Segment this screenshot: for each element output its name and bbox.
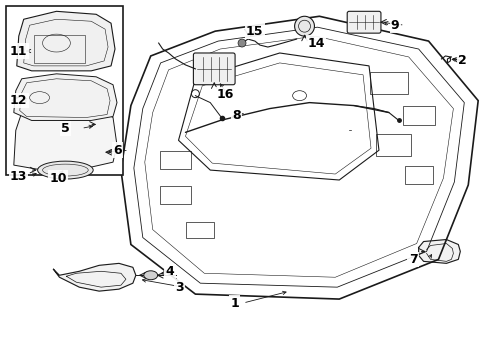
Text: 6: 6 bbox=[113, 144, 122, 157]
Text: 1: 1 bbox=[230, 297, 239, 310]
Polygon shape bbox=[53, 264, 136, 291]
Polygon shape bbox=[93, 118, 109, 135]
Polygon shape bbox=[14, 105, 117, 169]
Bar bbox=[6, 6, 123, 175]
Text: 12: 12 bbox=[10, 94, 27, 107]
Ellipse shape bbox=[144, 271, 158, 280]
Bar bbox=[160, 151, 192, 169]
Text: 3: 3 bbox=[175, 281, 184, 294]
Text: 4: 4 bbox=[166, 265, 174, 278]
Bar bbox=[403, 105, 435, 125]
Polygon shape bbox=[17, 11, 115, 71]
FancyBboxPatch shape bbox=[347, 11, 381, 33]
Text: 5: 5 bbox=[61, 122, 70, 135]
Circle shape bbox=[238, 39, 246, 47]
Ellipse shape bbox=[38, 161, 93, 179]
FancyBboxPatch shape bbox=[194, 53, 235, 85]
Polygon shape bbox=[96, 147, 108, 158]
Circle shape bbox=[294, 16, 315, 36]
Text: 14: 14 bbox=[308, 37, 325, 50]
Bar bbox=[187, 222, 214, 238]
Bar bbox=[370, 72, 408, 94]
Text: 9: 9 bbox=[391, 19, 399, 32]
Bar bbox=[405, 166, 433, 184]
Text: 13: 13 bbox=[10, 170, 27, 183]
Bar bbox=[376, 134, 411, 156]
Text: 10: 10 bbox=[49, 171, 67, 185]
Text: 2: 2 bbox=[458, 54, 467, 67]
Text: 8: 8 bbox=[232, 109, 241, 122]
Text: 7: 7 bbox=[409, 253, 417, 266]
Bar bbox=[34, 35, 85, 63]
Polygon shape bbox=[418, 239, 460, 264]
Text: 15: 15 bbox=[246, 24, 264, 38]
Text: 16: 16 bbox=[216, 88, 234, 101]
Text: 11: 11 bbox=[10, 45, 27, 58]
Polygon shape bbox=[14, 74, 117, 121]
Bar bbox=[160, 186, 192, 204]
